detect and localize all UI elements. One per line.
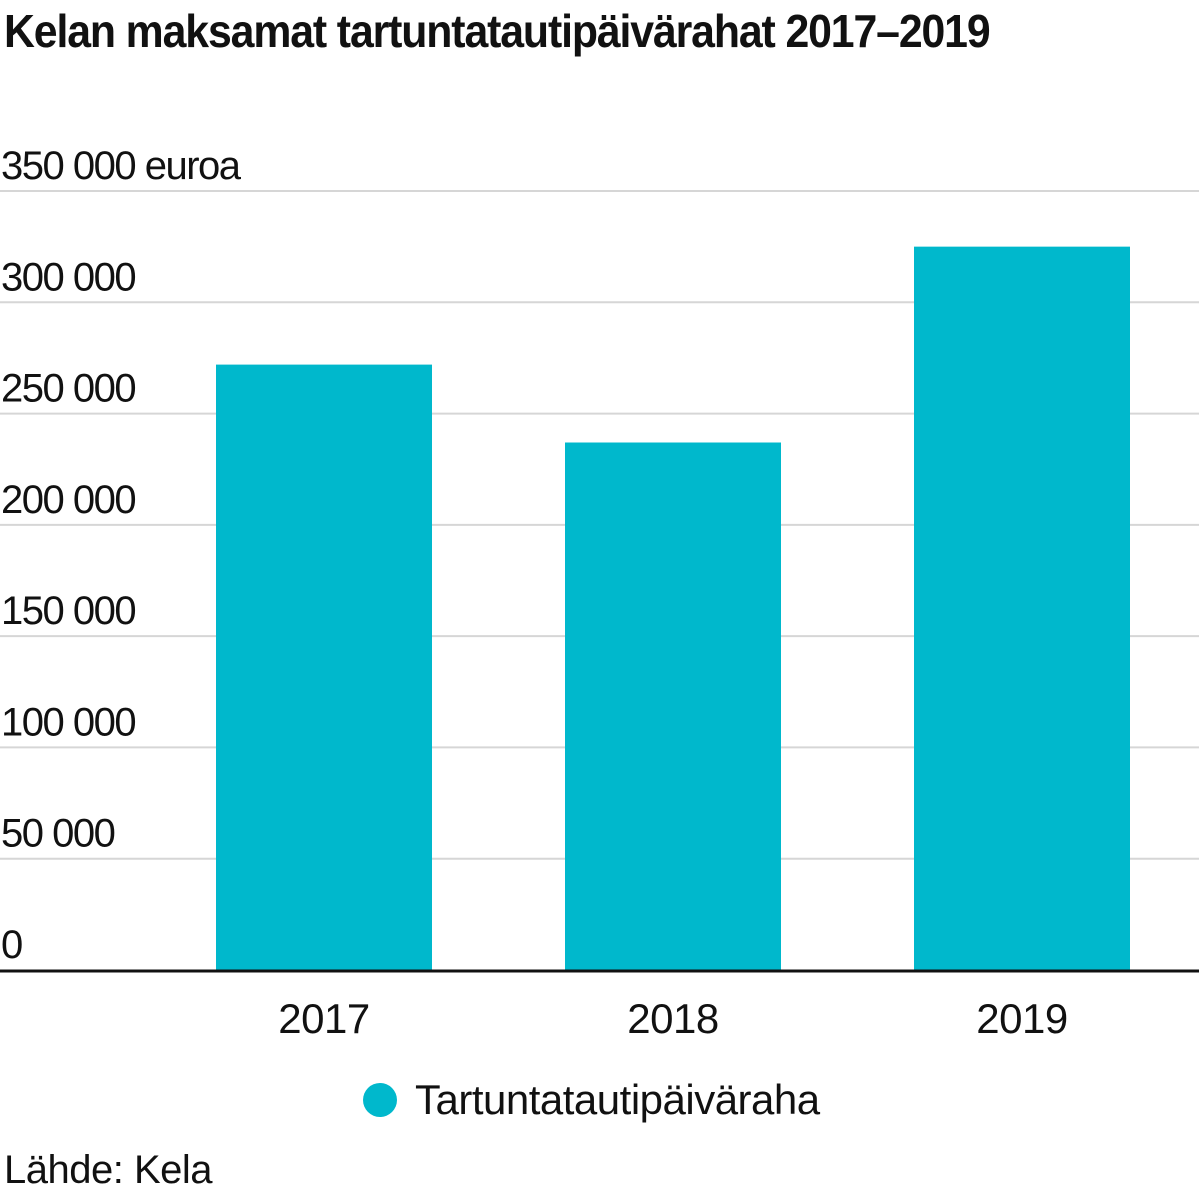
source-note: Lähde: Kela bbox=[4, 1148, 213, 1192]
y-tick-label: 50 000 bbox=[1, 812, 115, 856]
y-tick-label: 150 000 bbox=[1, 589, 135, 633]
chart-title: Kelan maksamat tartuntatautipäivärahat 2… bbox=[4, 5, 991, 57]
bar-2018 bbox=[565, 442, 781, 970]
x-tick-label: 2017 bbox=[278, 995, 369, 1042]
y-axis-tick-labels: 0 50 000 100 000 150 000 200 000 250 000 300 0… bbox=[1, 144, 243, 967]
y-tick-label: 300 000 bbox=[1, 255, 135, 299]
x-axis-tick-labels: 2017 2018 2019 bbox=[278, 995, 1068, 1042]
x-tick-label: 2018 bbox=[627, 995, 718, 1042]
x-tick-label: 2019 bbox=[976, 995, 1067, 1042]
y-tick-label: 350 000 euroa bbox=[1, 144, 242, 188]
legend: Tartuntatautipäiväraha bbox=[363, 1074, 820, 1126]
legend-swatch-dot bbox=[363, 1083, 397, 1117]
bar-2019 bbox=[914, 246, 1130, 971]
bars bbox=[216, 246, 1130, 971]
y-tick-label: 0 bbox=[1, 923, 22, 967]
y-tick-label: 250 000 bbox=[1, 367, 135, 411]
y-tick-label: 100 000 bbox=[1, 700, 135, 744]
legend-label: Tartuntatautipäiväraha bbox=[415, 1076, 820, 1123]
y-tick-label: 200 000 bbox=[1, 478, 135, 522]
bar-2017 bbox=[216, 364, 432, 970]
